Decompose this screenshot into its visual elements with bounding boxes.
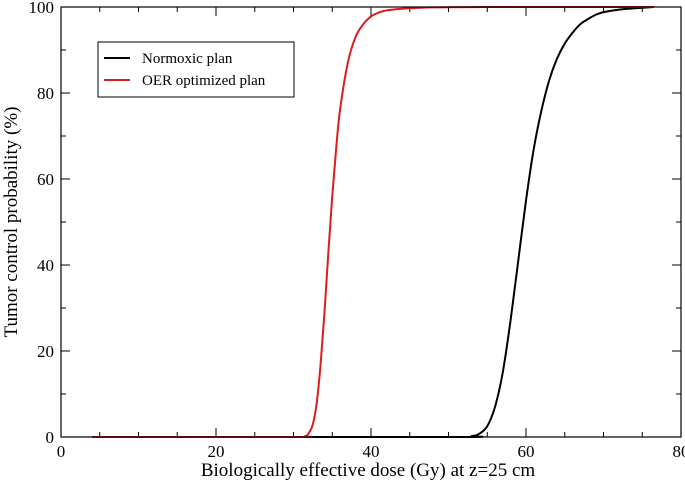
x-tick-label: 60 [518,442,535,461]
x-tick-label: 0 [57,442,66,461]
axes-layer: 0 20 40 60 80 0 20 40 60 80 100 [29,0,685,461]
plot-frame [60,6,682,438]
y-tick-label: 0 [46,428,55,447]
series-normoxic-line [92,6,654,439]
y-tick-label: 60 [37,170,54,189]
x-tick-label: 20 [208,442,225,461]
y-tick-label: 20 [37,342,54,361]
series-layer [92,5,654,439]
legend-box [97,41,295,98]
x-tick-label: 80 [673,442,685,461]
legend-label-normoxic: Normoxic plan [142,51,233,67]
legend-label-oer: OER optimized plan [142,73,266,89]
x-axis-label: Biologically effective dose (Gy) at z=25… [201,460,536,481]
y-tick-label: 40 [37,256,54,275]
y-axis-label: Tumor control probability (%) [1,107,22,338]
legend: Normoxic plan OER optimized plan [97,41,295,98]
y-tick-label: 100 [29,0,55,17]
series-oer-line [92,5,654,439]
x-tick-label: 40 [363,442,380,461]
y-tick-label: 80 [37,84,54,103]
